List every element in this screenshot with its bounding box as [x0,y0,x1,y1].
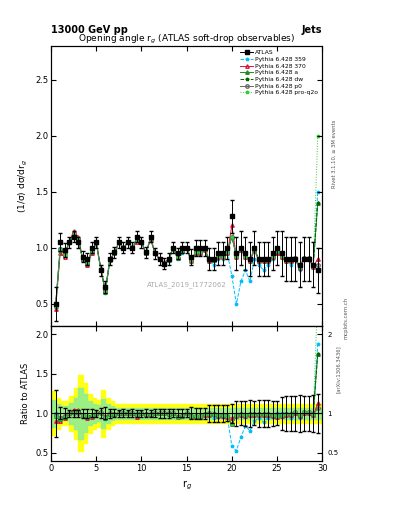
Text: ATLAS_2019_I1772062: ATLAS_2019_I1772062 [147,281,226,288]
Title: Opening angle r$_g$ (ATLAS soft-drop observables): Opening angle r$_g$ (ATLAS soft-drop obs… [78,33,295,46]
Text: Rivet 3.1.10, ≥ 3M events: Rivet 3.1.10, ≥ 3M events [332,119,337,188]
Text: 13000 GeV pp: 13000 GeV pp [51,25,128,35]
Y-axis label: (1/σ) dσ/dr$_g$: (1/σ) dσ/dr$_g$ [17,159,29,213]
Text: Jets: Jets [302,25,322,35]
Text: mcplots.cern.ch: mcplots.cern.ch [344,296,349,338]
X-axis label: r$_g$: r$_g$ [182,478,192,492]
Legend: ATLAS, Pythia 6.428 359, Pythia 6.428 370, Pythia 6.428 a, Pythia 6.428 dw, Pyth: ATLAS, Pythia 6.428 359, Pythia 6.428 37… [239,49,319,97]
Text: [arXiv:1306.3436]: [arXiv:1306.3436] [336,345,341,393]
Y-axis label: Ratio to ATLAS: Ratio to ATLAS [20,363,29,424]
